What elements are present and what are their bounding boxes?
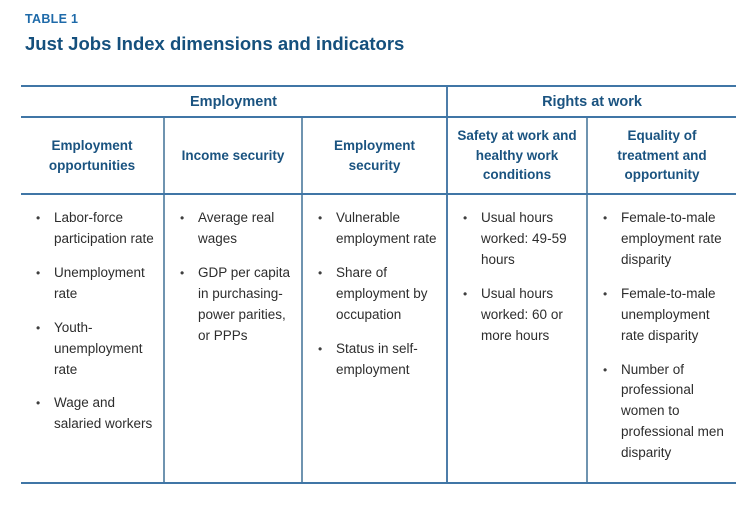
indicator-text: Unemployment rate — [54, 264, 145, 301]
cell-employment-opportunities: • Labor-force participation rate • Unemp… — [21, 194, 164, 484]
cell-equality-of-treatment: • Female-to-male employment rate dispari… — [586, 194, 737, 484]
bullet-icon: • — [36, 320, 41, 335]
indicator-item: • Number of professional women to profes… — [601, 360, 728, 465]
indicator-list: • Average real wages • GDP per capita in… — [178, 208, 293, 347]
bullet-icon: • — [463, 211, 468, 225]
indicator-item: • Vulnerable employment rate — [316, 208, 438, 250]
indicator-item: • Usual hours worked: 49-59 hours — [461, 208, 578, 271]
column-header-income-security: Income security — [163, 117, 302, 195]
bullet-icon: • — [603, 286, 608, 301]
cell-safety-at-work: • Usual hours worked: 49-59 hours • Usua… — [446, 194, 588, 484]
group-header-rights-at-work: Rights at work — [446, 85, 737, 118]
indicator-item: • Wage and salaried workers — [34, 393, 155, 435]
indicator-list: • Vulnerable employment rate • Share of … — [316, 208, 438, 380]
indicator-text: Average real wages — [198, 210, 275, 246]
indicator-item: • Usual hours worked: 60 or more hours — [461, 284, 578, 347]
table-title: Just Jobs Index dimensions and indicator… — [25, 33, 405, 54]
bullet-icon: • — [463, 286, 468, 301]
indicators-table: Employment Rights at work Employment opp… — [21, 85, 737, 484]
bullet-icon: • — [36, 211, 41, 225]
indicator-item: • Average real wages — [178, 208, 293, 250]
indicator-text: Female-to-male unemployment rate dispari… — [621, 285, 716, 343]
bullet-icon: • — [318, 265, 323, 280]
cell-income-security: • Average real wages • GDP per capita in… — [163, 194, 302, 484]
indicator-list: • Usual hours worked: 49-59 hours • Usua… — [461, 208, 578, 347]
column-header-equality-of-treatment: Equality of treatment and opportunity — [586, 117, 737, 195]
indicators-table-container: Employment Rights at work Employment opp… — [21, 85, 737, 484]
indicator-text: Vulnerable employment rate — [336, 210, 437, 246]
indicator-list: • Female-to-male employment rate dispari… — [601, 208, 728, 464]
indicator-item: • Status in self-employment — [316, 339, 438, 381]
indicator-body-row: • Labor-force participation rate • Unemp… — [21, 194, 737, 484]
group-header-employment: Employment — [21, 85, 448, 118]
indicator-item: • Share of employment by occupation — [316, 263, 438, 326]
indicator-text: Usual hours worked: 49-59 hours — [481, 210, 567, 267]
indicator-text: Female-to-male employment rate disparity — [621, 210, 722, 267]
bullet-icon: • — [36, 396, 41, 411]
indicator-text: Number of professional women to professi… — [621, 361, 724, 461]
indicator-item: • Labor-force participation rate — [34, 208, 155, 250]
bullet-icon: • — [180, 265, 185, 280]
table-number-label: TABLE 1 — [25, 12, 79, 26]
indicator-text: GDP per capita in purchasing-power parit… — [198, 264, 291, 343]
indicator-text: Youth-unemployment rate — [54, 319, 143, 377]
bullet-icon: • — [603, 362, 608, 377]
indicator-column-header-row: Employment opportunities Income security… — [21, 117, 737, 195]
indicator-item: • Female-to-male employment rate dispari… — [601, 208, 728, 271]
indicator-item: • Youth-unemployment rate — [34, 318, 155, 381]
indicator-text: Wage and salaried workers — [54, 395, 153, 432]
column-header-safety-at-work: Safety at work and healthy work conditio… — [446, 117, 588, 195]
indicator-text: Labor-force participation rate — [54, 210, 154, 246]
indicator-text: Share of employment by occupation — [336, 264, 428, 322]
indicator-text: Status in self-employment — [336, 340, 418, 377]
bullet-icon: • — [36, 265, 41, 280]
bullet-icon: • — [318, 211, 323, 225]
dimension-group-header-row: Employment Rights at work — [21, 85, 737, 118]
cell-employment-security: • Vulnerable employment rate • Share of … — [300, 194, 448, 484]
indicator-text: Usual hours worked: 60 or more hours — [481, 285, 563, 343]
bullet-icon: • — [180, 211, 185, 225]
indicator-item: • GDP per capita in purchasing-power par… — [178, 263, 293, 347]
column-header-employment-security: Employment security — [300, 117, 448, 195]
indicator-list: • Labor-force participation rate • Unemp… — [34, 208, 155, 435]
indicator-item: • Unemployment rate — [34, 263, 155, 305]
bullet-icon: • — [603, 211, 608, 225]
bullet-icon: • — [318, 341, 323, 356]
column-header-employment-opportunities: Employment opportunities — [21, 117, 164, 195]
indicator-item: • Female-to-male unemployment rate dispa… — [601, 284, 728, 347]
